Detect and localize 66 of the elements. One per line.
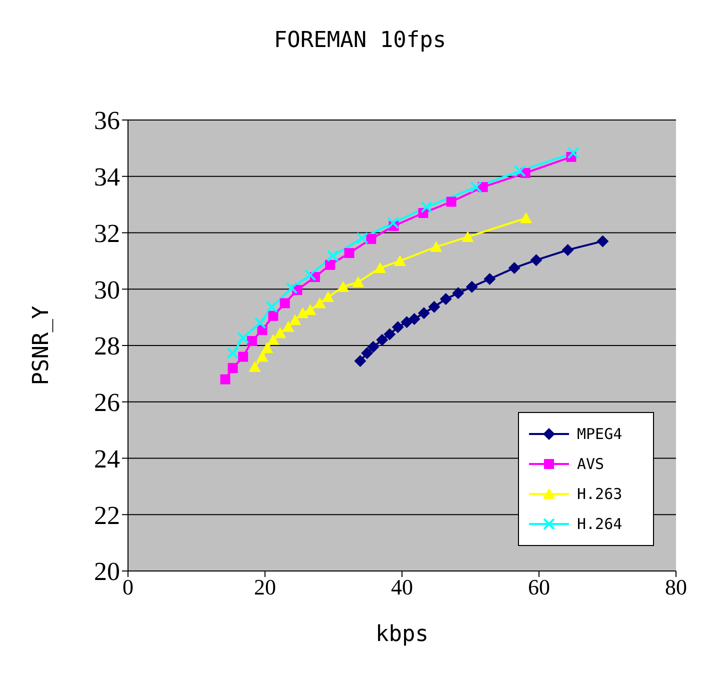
point: [337, 280, 350, 292]
point: [354, 355, 366, 368]
point: [408, 313, 420, 326]
point: [325, 260, 336, 270]
point: [392, 321, 404, 334]
point: [267, 334, 280, 345]
point: [596, 235, 609, 248]
point: [520, 212, 532, 224]
x-tick-label: 40: [391, 574, 413, 600]
point: [246, 336, 257, 346]
point: [289, 314, 302, 326]
point: [376, 334, 388, 346]
legend-label: MPEG4: [577, 425, 622, 443]
x-tick-label: 60: [528, 574, 550, 600]
point: [256, 350, 268, 362]
point: [282, 320, 294, 332]
point: [562, 244, 574, 256]
point: [296, 307, 309, 318]
point: [220, 374, 230, 384]
point: [452, 287, 464, 300]
x-tick-label: 20: [254, 574, 276, 600]
point: [280, 298, 290, 308]
y-tick-label: 28: [94, 332, 120, 361]
point: [361, 347, 374, 360]
point: [394, 254, 406, 266]
point: [374, 262, 386, 273]
point: [268, 310, 278, 321]
y-tick-label: 32: [94, 218, 120, 248]
point: [322, 291, 334, 302]
point: [530, 254, 542, 266]
point: [462, 230, 474, 242]
point: [440, 292, 452, 305]
point: [261, 342, 274, 354]
y-tick-label: 30: [94, 275, 120, 304]
point: [344, 248, 354, 258]
y-axis-title: PSNR_Y: [28, 306, 54, 386]
point: [367, 340, 380, 353]
point: [366, 234, 376, 244]
x-tick-label: 0: [122, 574, 134, 600]
point: [428, 300, 440, 313]
point: [274, 327, 286, 338]
point: [400, 316, 413, 328]
y-tick-label: 34: [94, 162, 120, 192]
point: [466, 280, 478, 293]
x-tick-label: 80: [665, 574, 687, 600]
point: [314, 297, 326, 308]
legend-label: H.264: [577, 515, 622, 533]
point: [384, 328, 396, 340]
legend-label: H.263: [577, 485, 622, 503]
point: [484, 272, 496, 285]
y-tick-label: 22: [94, 500, 120, 530]
point: [430, 240, 442, 252]
point: [238, 352, 248, 362]
point: [508, 262, 520, 274]
point: [446, 196, 456, 207]
point: [304, 304, 316, 315]
point: [418, 307, 430, 320]
point: [228, 363, 238, 374]
point: [352, 276, 364, 288]
y-tick-label: 26: [94, 388, 120, 418]
x-axis-title: kbps: [376, 622, 428, 647]
y-tick-label: 24: [94, 444, 120, 474]
y-tick-label: 36: [94, 106, 120, 136]
point: [248, 360, 261, 372]
chart-title: FOREMAN 10fps: [272, 28, 448, 53]
legend-label: AVS: [577, 455, 604, 473]
